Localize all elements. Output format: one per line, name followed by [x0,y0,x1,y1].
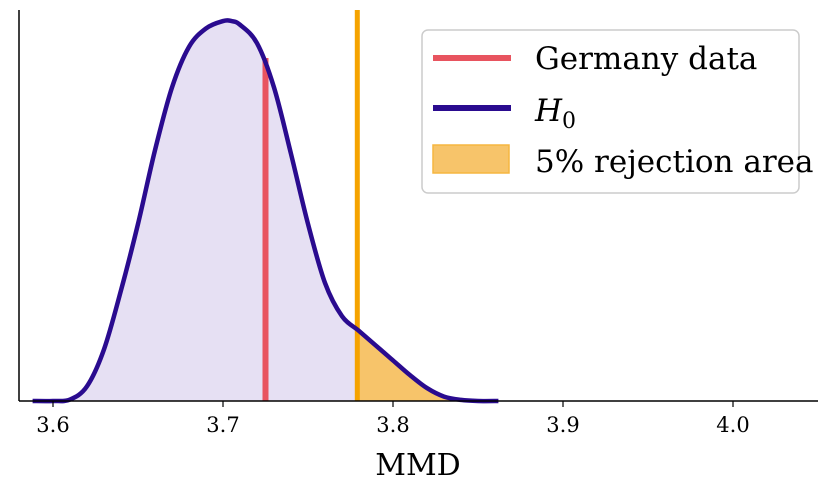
legend-box [421,29,800,194]
plot-area [32,10,499,404]
x-tick-label: 3.6 [36,413,69,437]
x-axis-label: MMD [375,448,461,483]
legend-swatch-rejection-area [432,144,510,174]
x-tick-label: 3.7 [206,413,239,437]
legend-label-rejection-area: 5% rejection area [535,144,814,180]
x-tick-label: 4.0 [716,413,749,437]
axes: 3.6 3.7 3.8 3.9 4.0 [18,10,818,437]
rejection-area-fill [357,329,499,401]
x-tick-label: 3.8 [376,413,409,437]
h0-density-curve [32,18,499,404]
legend-label-h0: H0 [534,93,576,134]
x-tick-label: 3.9 [546,413,579,437]
legend-label-h0-subscript: 0 [562,109,576,134]
legend: Germany data H0 5% rejection area [421,29,814,194]
legend-label-germany-data: Germany data [535,41,757,77]
legend-label-h0-main: H [534,93,563,129]
